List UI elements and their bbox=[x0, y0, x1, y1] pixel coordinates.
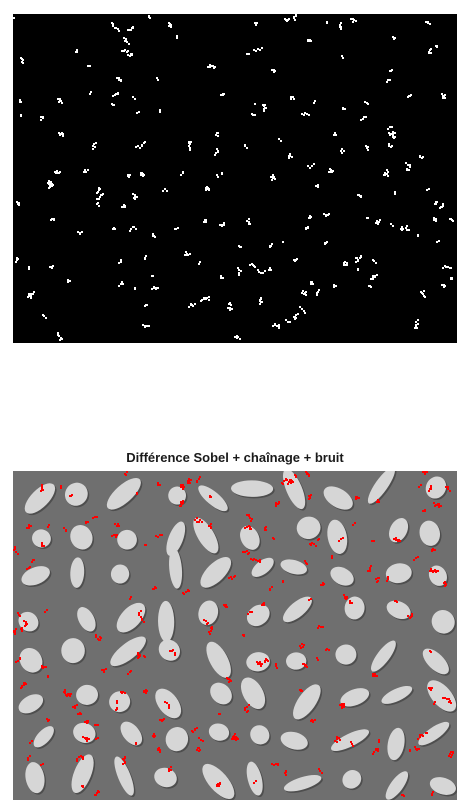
grain-overlay-image bbox=[13, 471, 457, 800]
edge-pixels bbox=[13, 14, 454, 341]
overlay-image-axes bbox=[13, 471, 457, 800]
image-background bbox=[13, 471, 457, 800]
grain-shapes bbox=[18, 471, 457, 800]
overlay-image-title: Différence Sobel + chaînage + bruit bbox=[126, 450, 344, 465]
binary-edge-image-axes bbox=[13, 14, 457, 343]
binary-edge-image bbox=[13, 14, 454, 341]
